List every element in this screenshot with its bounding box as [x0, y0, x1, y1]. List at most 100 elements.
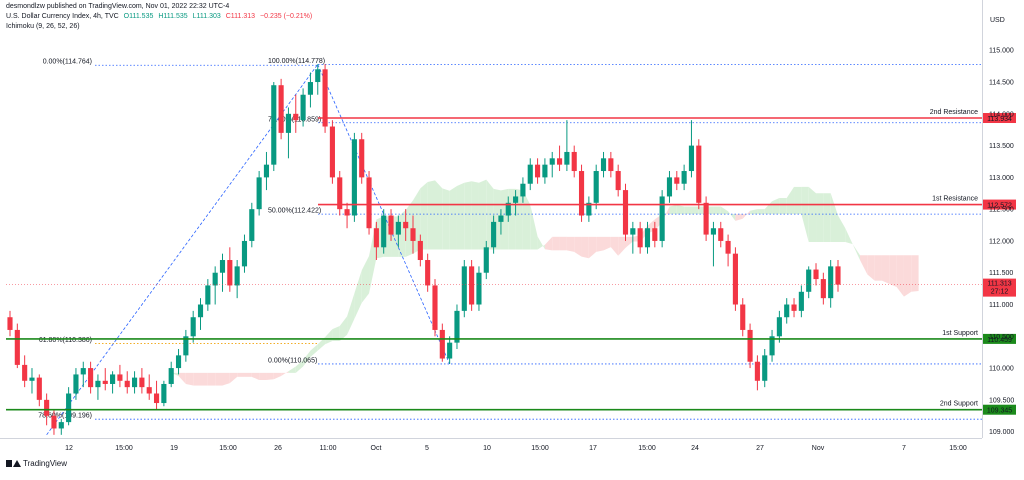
candle-body	[373, 228, 379, 248]
candle-body	[769, 336, 775, 356]
ichimoku-cloud-segment	[427, 180, 435, 250]
ichimoku-cloud-segment	[134, 352, 142, 359]
ichimoku-cloud-segment	[772, 198, 780, 215]
candle-body	[535, 164, 541, 178]
candle-body	[747, 329, 753, 362]
candle-body	[205, 285, 211, 305]
resistance-price-tag	[983, 113, 1016, 124]
price-axis-tick: 114.000	[989, 111, 1014, 118]
ichimoku-cloud-segment	[288, 366, 296, 373]
time-axis-tick: 26	[274, 445, 282, 452]
price-axis-tick: 110.000	[989, 366, 1014, 373]
candle-body	[615, 171, 621, 191]
ichimoku-cloud-segment	[456, 182, 465, 250]
candle-body	[278, 85, 284, 133]
candle-body	[153, 393, 160, 404]
support-price-text: 109.345	[987, 408, 1012, 415]
time-axis-tick: 11:00	[320, 445, 337, 452]
price-change: −0.235 (−0.21%)	[260, 13, 313, 20]
ichimoku-cloud-segment	[903, 255, 912, 297]
ichimoku-cloud-segment	[596, 236, 604, 252]
ohlc-high: H111.535	[158, 13, 188, 20]
support-price-text: 110.459	[987, 337, 1012, 344]
resistance-price-text: 112.572	[987, 203, 1012, 210]
candle-body	[366, 177, 372, 229]
time-axis-tick: 10	[483, 445, 491, 452]
candle-body	[454, 310, 460, 343]
ichimoku-cloud-segment	[757, 209, 765, 215]
candle-body	[469, 266, 475, 305]
candle-body	[300, 94, 306, 121]
ichimoku-cloud-segment	[442, 188, 450, 250]
price-axis-tick: 112.000	[989, 238, 1014, 245]
time-axis-tick: 24	[691, 445, 699, 452]
candle-body	[688, 145, 695, 172]
ichimoku-cloud-segment	[185, 372, 194, 386]
candle-body	[762, 355, 768, 381]
ichimoku-cloud-segment	[816, 193, 824, 243]
time-axis-tick: 17	[589, 445, 597, 452]
ichimoku-cloud-segment	[522, 190, 531, 250]
candle-body	[425, 260, 431, 286]
candle-body	[637, 228, 643, 248]
ichimoku-cloud-segment	[896, 255, 904, 297]
candle-body	[666, 177, 673, 197]
ichimoku-cloud-segment	[830, 193, 838, 243]
candle-body	[725, 240, 731, 254]
ichimoku-cloud-segment	[149, 368, 157, 373]
candle-body	[132, 377, 138, 388]
candle-body	[593, 171, 599, 203]
ichimoku-cloud-segment	[207, 372, 216, 386]
price-axis-tick: 113.000	[989, 175, 1014, 182]
candle-body	[322, 69, 328, 127]
resistance-price-tag	[983, 199, 1016, 210]
resistance-price-text: 113.934	[987, 116, 1012, 123]
ichimoku-cloud-segment	[750, 209, 758, 215]
ichimoku-cloud-segment	[237, 372, 245, 377]
candle-body	[578, 171, 585, 216]
candle-body	[718, 228, 724, 241]
candle-body	[520, 183, 526, 197]
fib-level-label: 61.80%(110.386)	[39, 337, 92, 344]
time-axis-tick: 7	[902, 445, 906, 452]
candle-body	[249, 209, 255, 241]
time-axis-tick: 27	[756, 445, 764, 452]
publisher-line: desmondlzw published on TradingView.com,…	[6, 3, 232, 10]
candle-body	[820, 279, 826, 299]
candle-body	[381, 215, 387, 248]
candle-body	[271, 85, 277, 165]
ichimoku-cloud-segment	[566, 236, 575, 252]
candle-body	[608, 158, 614, 172]
ichimoku-cloud-segment	[764, 201, 773, 215]
ichimoku-cloud-segment	[310, 344, 318, 357]
tradingview-logo-text: TradingView	[23, 459, 68, 468]
candle-body	[439, 329, 445, 359]
time-axis-tick: 5	[425, 445, 429, 452]
ichimoku-cloud-segment	[618, 236, 626, 256]
candle-body	[447, 342, 453, 359]
time-axis-tick: 15:00	[219, 445, 237, 452]
ichimoku-cloud-segment	[537, 236, 545, 250]
candle-body	[710, 228, 716, 235]
tradingview-logo[interactable]: TradingView	[6, 459, 67, 468]
candle-body	[351, 139, 357, 216]
ichimoku-cloud-segment	[838, 215, 846, 243]
candle-body	[410, 228, 416, 241]
tradingview-logo-icon	[6, 460, 21, 467]
candle-body	[395, 221, 401, 235]
ichimoku-cloud-segment	[303, 350, 311, 367]
ichimoku-cloud-segment	[471, 181, 479, 250]
candle-body	[681, 171, 687, 184]
candle-body	[256, 177, 262, 210]
ichimoku-cloud-segment	[786, 186, 795, 215]
ichimoku-cloud-segment	[347, 293, 355, 335]
candle-body	[66, 393, 72, 423]
candle-body	[80, 368, 86, 375]
ichimoku-cloud-segment	[112, 323, 120, 340]
candle-body	[586, 202, 592, 216]
candle-body	[175, 355, 182, 369]
ichimoku-cloud-segment	[588, 236, 597, 259]
price-axis-tick: 110.500	[989, 334, 1014, 341]
ichimoku-cloud-segment	[552, 236, 560, 251]
